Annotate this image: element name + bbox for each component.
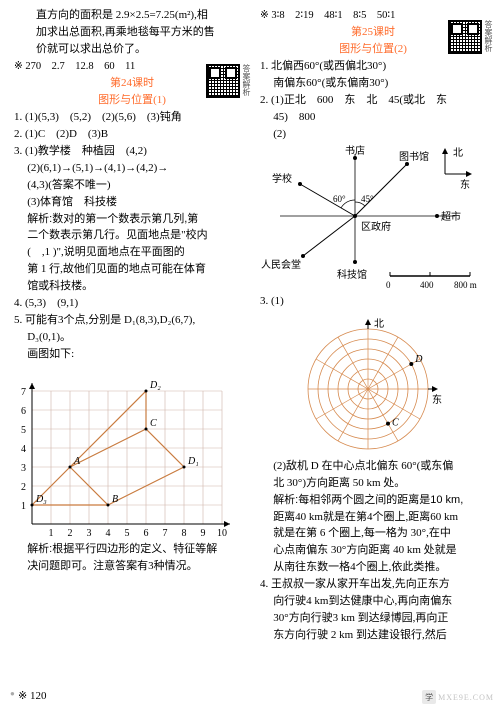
svg-text:C: C [392,417,399,428]
watermark: 学 MXE9E.COM [422,690,494,704]
svg-text:书店: 书店 [345,144,365,157]
r-q4a: 4. 王叔叔一家从家开车出发,先向正东方 [260,577,486,593]
qr-icon [206,64,240,98]
svg-text:2: 2 [68,528,73,539]
right-column: ※ 3∶8 2∶19 48∶1 8∶5 50∶1 第25课时 图形与位置(2) … [260,8,486,704]
svg-text:D₃: D₃ [35,494,47,505]
q3-1: 3. (1)教学楼 种植园 (4,2) [14,144,250,160]
svg-text:7: 7 [163,528,168,539]
coord-grid: 1 2 3 4 5 6 7 8 9 10 1 2 3 4 5 6 7 A B C D₁ D₂ D₃ [14,364,236,542]
svg-text:4: 4 [106,528,111,539]
svg-text:北: 北 [374,318,384,330]
svg-text:3: 3 [87,528,92,539]
r-q2b: 45) 800 [260,110,486,126]
radar-chart: 北东 C D [288,311,458,459]
svg-text:5: 5 [21,425,26,436]
qr-label: 答案解析 [483,20,494,54]
svg-text:9: 9 [201,528,206,539]
svg-text:4: 4 [21,444,26,455]
svg-text:A: A [73,456,81,467]
svg-text:图书馆: 图书馆 [399,150,429,163]
qr-block-right: 答案解析 [448,20,494,54]
svg-text:东: 东 [432,393,442,406]
svg-text:超市: 超市 [441,210,461,223]
svg-text:6: 6 [144,528,149,539]
direction-map: 北东 图书馆 书店学校超市区政府人民会堂 60° 45° 科技馆 0 400 800 m [260,144,484,294]
q3-3: (3)体育馆 科技楼 [14,195,250,211]
r-q3-ex: 心点南偏东 30°方向距离 40 km 处就是 [260,543,486,559]
r-q3-ex: 距离40 km就是在第4个圈上,距离60 km [260,510,486,526]
page-root: 直方向的面积是 2.9×2.5=7.25(m²),相 加求出总面积,再乘地毯每平… [0,0,500,708]
svg-text:400: 400 [420,280,434,290]
qr-block-left: 答案解析 [206,64,252,98]
q5-ex: 决问题即可。注意答案有3种情况。 [14,559,250,575]
r-q3-2a: (2)敌机 D 在中心点北偏东 60°(或东偏 [260,459,486,475]
svg-text:3: 3 [21,463,26,474]
svg-text:D₂: D₂ [149,380,161,391]
svg-text:45°: 45° [361,194,374,204]
q3-ex: 馆或科技楼。 [14,279,250,295]
svg-text:0: 0 [386,280,391,290]
svg-text:10: 10 [217,528,227,539]
q3-ex: 第 1 行,故他们见面的地点可能在体育 [14,262,250,278]
left-column: 直方向的面积是 2.9×2.5=7.25(m²),相 加求出总面积,再乘地毯每平… [14,8,250,704]
svg-text:东: 东 [460,178,470,191]
q1: 1. (1)(5,3) (5,2) (2)(5,6) (3)钝角 [14,110,250,126]
q5b: D₃(0,1)。 [14,330,250,346]
para-line: 加求出总面积,再乘地毯每平方米的售 [14,25,250,41]
r-q3-ex: 解析:每相邻两个圆之间的距离是10 km, [260,493,486,509]
svg-text:6: 6 [21,406,26,417]
r-q1b: 南偏东60°(或东偏南30°) [260,76,486,92]
r-q4c: 30°方向行驶3 km 到达绿博园,再向正 [260,611,486,627]
para-line: 价就可以求出总价了。 [14,42,250,58]
r-q3: 3. (1) [260,294,486,310]
svg-text:1: 1 [49,528,54,539]
qr-icon [448,20,482,54]
r-q2a: 2. (1)正北 600 东 北 45(或北 东 [260,93,486,109]
svg-text:B: B [112,494,118,505]
svg-text:科技馆: 科技馆 [337,268,367,281]
para-line: 直方向的面积是 2.9×2.5=7.25(m²),相 [14,8,250,24]
svg-text:5: 5 [125,528,130,539]
q3-2b: (4,3)(答案不唯一) [14,178,250,194]
q3-ex: ( ,1 )",说明见面地点在平面图的 [14,245,250,261]
dot-deco: ● [10,689,15,698]
svg-text:C: C [150,418,157,429]
wm-text: MXE9E.COM [438,693,494,702]
q2: 2. (1)C (2)D (3)B [14,127,250,143]
svg-text:2: 2 [21,482,26,493]
q5-ex: 解析:根据平行四边形的定义、特征等解 [14,542,250,558]
svg-text:8: 8 [182,528,187,539]
svg-text:60°: 60° [333,194,346,204]
svg-text:北: 北 [453,147,463,159]
q3-2a: (2)(6,1)→(5,1)→(4,1)→(4,2)→ [14,161,250,177]
q4: 4. (5,3) (9,1) [14,296,250,312]
svg-text:1: 1 [21,501,26,512]
svg-text:7: 7 [21,387,26,398]
svg-text:D: D [414,354,423,365]
page-number: ※ 120 [18,689,46,702]
r-q3-2b: 北 30°)方向距离 50 km 处。 [260,476,486,492]
r-q3-ex: 从南往东数一格4个圈上,依此类推。 [260,560,486,576]
r-q4b: 向行驶4 km到达健康中心,再向南偏东 [260,594,486,610]
qr-label: 答案解析 [241,64,252,98]
r-q1a: 1. 北偏西60°(或西偏北30°) [260,59,486,75]
q5c: 画图如下: [14,347,250,363]
svg-text:学校: 学校 [272,172,292,185]
r-q2c: (2) [260,127,486,143]
r-q3-ex: 就是在第 6 个圈上,每一格为 30°,在中 [260,526,486,542]
svg-text:人民会堂: 人民会堂 [261,258,301,271]
svg-text:区政府: 区政府 [361,220,391,233]
r-q4d: 东方向行驶 2 km 到达建设银行,然后 [260,628,486,644]
wm-icon: 学 [422,690,436,704]
q5a: 5. 可能有3个点,分别是 D₁(8,3),D₂(6,7), [14,313,250,329]
q3-ex: 二个数表示第几行。见面地点是"校内 [14,228,250,244]
svg-text:800 m: 800 m [454,280,477,290]
svg-text:D₁: D₁ [187,456,199,467]
q3-ex: 解析:数对的第一个数表示第几列,第 [14,212,250,228]
